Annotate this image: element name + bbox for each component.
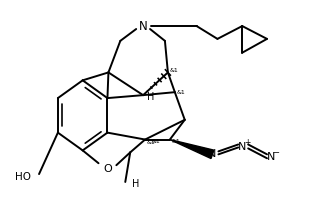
Text: H: H [132,179,139,189]
Text: &1: &1 [177,90,186,95]
Text: &1: &1 [147,140,156,145]
Text: N: N [208,149,217,159]
Text: &1: &1 [172,139,181,144]
Text: N: N [238,142,246,152]
Text: H: H [147,92,154,102]
Polygon shape [170,139,214,159]
Text: O: O [103,164,112,174]
Text: &1: &1 [170,68,179,73]
Text: N: N [139,20,148,33]
Text: +: + [244,138,250,147]
Text: N: N [267,152,275,162]
Text: HO: HO [15,172,31,182]
Text: &1: &1 [152,139,161,144]
Text: −: − [272,148,280,157]
